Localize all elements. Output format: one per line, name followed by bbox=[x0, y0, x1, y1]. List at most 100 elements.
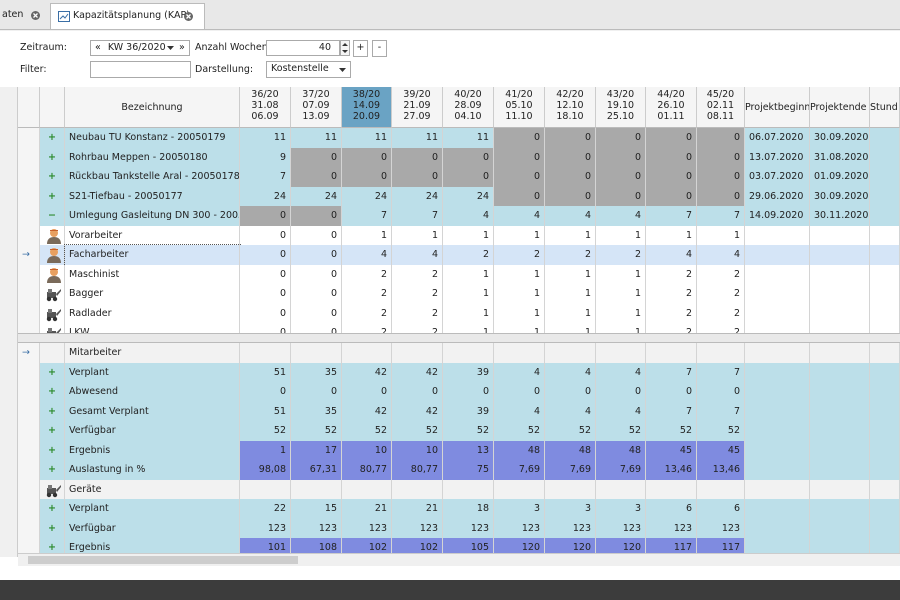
spinner[interactable] bbox=[340, 40, 350, 56]
tab-close[interactable] bbox=[184, 12, 193, 21]
row-indicator: → bbox=[18, 343, 40, 364]
week-cell: 1 bbox=[443, 323, 494, 333]
week-cell: 120 bbox=[494, 538, 545, 553]
week-cell: 13 bbox=[443, 440, 494, 461]
week-header-line: 02.11 bbox=[706, 100, 735, 111]
person-icon bbox=[47, 267, 61, 283]
week-cell: 4 bbox=[494, 401, 545, 422]
week-cell: 4 bbox=[494, 362, 545, 383]
row-indicator bbox=[18, 323, 40, 333]
week-cell: 48 bbox=[494, 440, 545, 461]
week-cell: 0 bbox=[697, 382, 745, 403]
hours-cell bbox=[870, 499, 900, 520]
week-cell: 3 bbox=[596, 499, 646, 520]
week-cell: 98,08 bbox=[240, 460, 291, 481]
row-label: LKW bbox=[65, 323, 240, 333]
scrollbar[interactable] bbox=[18, 553, 900, 566]
expand-toggle[interactable]: + bbox=[40, 518, 65, 539]
week-header-line: 36/20 bbox=[251, 89, 279, 100]
period-picker[interactable]: « KW 36/2020 » bbox=[90, 40, 190, 56]
week-header-line: 07.09 bbox=[302, 100, 330, 111]
next[interactable]: » bbox=[179, 42, 185, 53]
person-icon bbox=[47, 248, 61, 263]
row-indicator bbox=[18, 440, 40, 461]
view-select[interactable]: Kostenstelle bbox=[266, 61, 351, 78]
week-cell bbox=[392, 343, 443, 364]
expand-toggle[interactable]: + bbox=[40, 538, 65, 553]
filter-input[interactable] bbox=[90, 61, 191, 78]
week-header-line: 12.10 bbox=[556, 100, 584, 111]
weeks-input[interactable]: 40 bbox=[266, 40, 340, 56]
label: Zeitraum: bbox=[20, 42, 67, 53]
hours-cell bbox=[870, 518, 900, 539]
week-cell: 42 bbox=[392, 401, 443, 422]
hours-cell bbox=[870, 440, 900, 461]
row-label: Verfügbar bbox=[65, 518, 240, 539]
week-cell: 21 bbox=[342, 499, 392, 520]
week-header-line: 19.10 bbox=[606, 100, 635, 111]
week-cell: 48 bbox=[596, 440, 646, 461]
expand-toggle[interactable]: + bbox=[40, 440, 65, 461]
week-cell: 52 bbox=[697, 421, 745, 442]
week-cell: 117 bbox=[697, 538, 745, 553]
week-cell: 7,69 bbox=[494, 460, 545, 481]
week-cell: 39 bbox=[443, 362, 494, 383]
expand-toggle[interactable]: + bbox=[40, 460, 65, 481]
week-header: 39/20 21.09 27.09 bbox=[392, 87, 443, 128]
week-cell: 35 bbox=[291, 362, 342, 383]
row-indicator bbox=[18, 538, 40, 553]
scroll-thumb[interactable] bbox=[28, 556, 298, 564]
column-header: Stund bbox=[870, 87, 900, 128]
hours-cell bbox=[870, 479, 900, 500]
end-date bbox=[810, 460, 870, 481]
week-cell: 52 bbox=[494, 421, 545, 442]
start-date bbox=[745, 460, 810, 481]
week-header-line: 14.09 bbox=[352, 100, 381, 111]
week-header: 36/20 31.08 06.09 bbox=[240, 87, 291, 128]
start-date bbox=[745, 518, 810, 539]
expand-toggle[interactable]: + bbox=[40, 421, 65, 442]
row-indicator bbox=[18, 362, 40, 383]
week-cell bbox=[596, 479, 646, 500]
header-cell bbox=[18, 87, 40, 128]
week-header-line: 01.11 bbox=[657, 111, 685, 122]
expand-toggle[interactable]: + bbox=[40, 362, 65, 383]
label: Filter: bbox=[20, 64, 47, 75]
tab-close[interactable] bbox=[31, 11, 40, 20]
week-cell: 1 bbox=[545, 323, 596, 333]
end-date bbox=[810, 323, 870, 333]
row-indicator bbox=[18, 401, 40, 422]
grid: Bezeichnung 36/20 31.08 06.09 37/20 07.09 13.0… bbox=[18, 87, 900, 553]
week-cell: 123 bbox=[646, 518, 697, 539]
week-header-line: 08.11 bbox=[706, 111, 735, 122]
row-label: Verplant bbox=[65, 499, 240, 520]
view: Kostenstelle bbox=[271, 63, 329, 74]
start-date bbox=[745, 382, 810, 403]
label: Darstellung: bbox=[195, 64, 254, 75]
expand-toggle[interactable]: + bbox=[40, 401, 65, 422]
side-panel bbox=[0, 87, 18, 557]
add-button[interactable]: + bbox=[353, 40, 368, 57]
week-cell: 4 bbox=[596, 362, 646, 383]
expand-toggle[interactable]: + bbox=[40, 382, 65, 403]
week-cell: 13,46 bbox=[646, 460, 697, 481]
prev[interactable]: « bbox=[95, 42, 101, 53]
expand-toggle[interactable]: + bbox=[40, 499, 65, 520]
end-date bbox=[810, 499, 870, 520]
remove-button[interactable]: - bbox=[372, 40, 387, 57]
tab-active[interactable]: Kapazitätsplanung (KAP) bbox=[50, 3, 205, 29]
row-label: Ergebnis bbox=[65, 538, 240, 553]
top_rows-section: + Neubau TU Konstanz - 20050179 11 11 11 11 11… bbox=[18, 128, 900, 333]
week-cell bbox=[646, 343, 697, 364]
week-cell: 7 bbox=[697, 401, 745, 422]
week-header-line: 37/20 bbox=[302, 89, 330, 100]
week-cell: 42 bbox=[342, 362, 392, 383]
week-cell: 1 bbox=[494, 323, 545, 333]
bottom_rows-section: → Mitarbeiter + Verplant 51 35 42 42 39 4 4 4 7 7 + Abw… bbox=[18, 343, 900, 553]
week-header-line: 27.09 bbox=[403, 111, 431, 122]
week-cell: 2 bbox=[342, 323, 392, 333]
end-date bbox=[810, 421, 870, 442]
expand-toggle bbox=[40, 323, 65, 333]
tab[interactable]: aten bbox=[2, 9, 24, 20]
